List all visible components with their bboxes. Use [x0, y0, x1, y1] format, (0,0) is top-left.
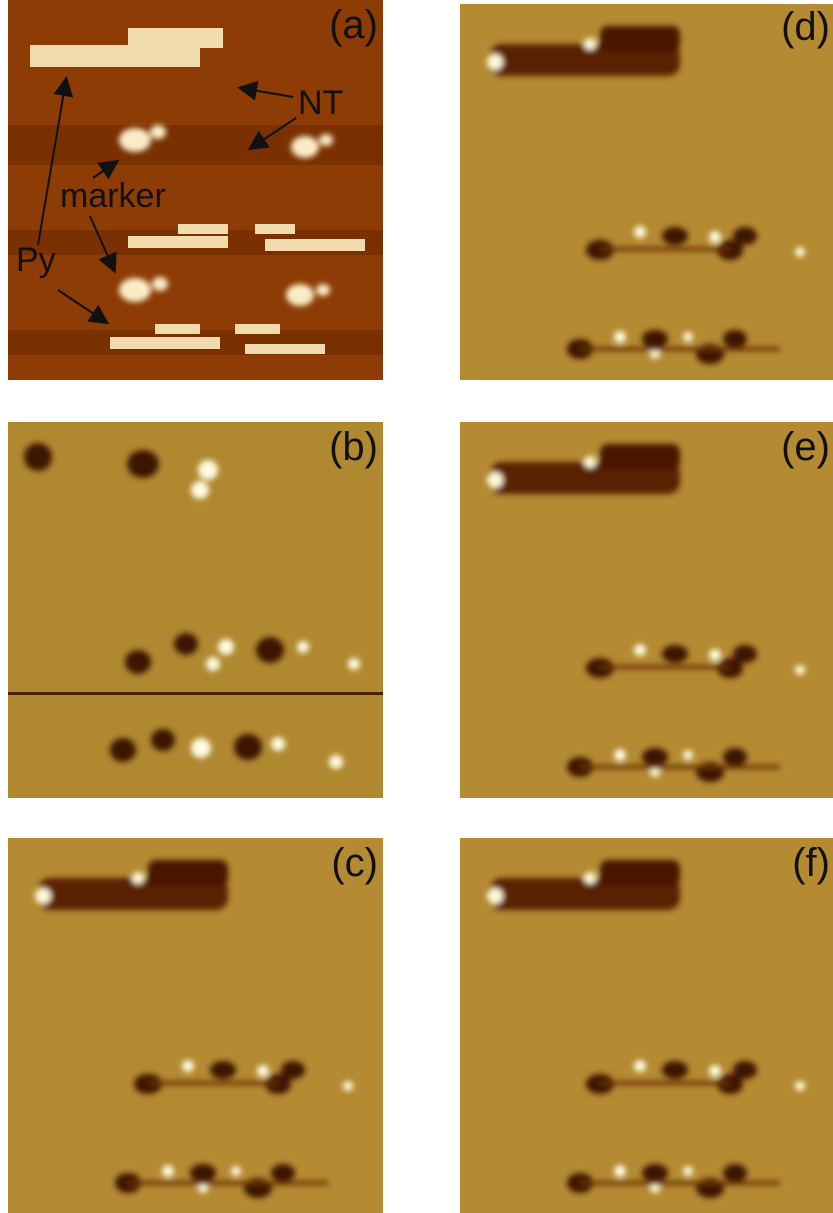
panel-label: (c): [331, 841, 378, 885]
panel-label: (a): [329, 3, 378, 47]
annotation: marker: [60, 177, 166, 215]
panel-d: (d): [460, 4, 833, 380]
panel-label: (d): [781, 5, 830, 49]
panel-label: (b): [329, 425, 378, 469]
panel-c: (c): [8, 838, 383, 1213]
panel-b: (b): [8, 422, 383, 798]
panel-f: (f): [460, 838, 833, 1213]
mfm-image: [460, 422, 833, 798]
mfm-image: [460, 838, 833, 1213]
mfm-image: [460, 4, 833, 380]
panel-e: (e): [460, 422, 833, 798]
annotation: Py: [16, 241, 56, 279]
figure: (a) NT marker Py (b): [0, 0, 833, 1213]
mfm-image: [8, 838, 383, 1213]
panel-label: (e): [781, 425, 830, 469]
annotation: NT: [298, 84, 343, 122]
panel-a: (a) NT marker Py: [8, 0, 383, 380]
panel-label: (f): [792, 841, 830, 885]
